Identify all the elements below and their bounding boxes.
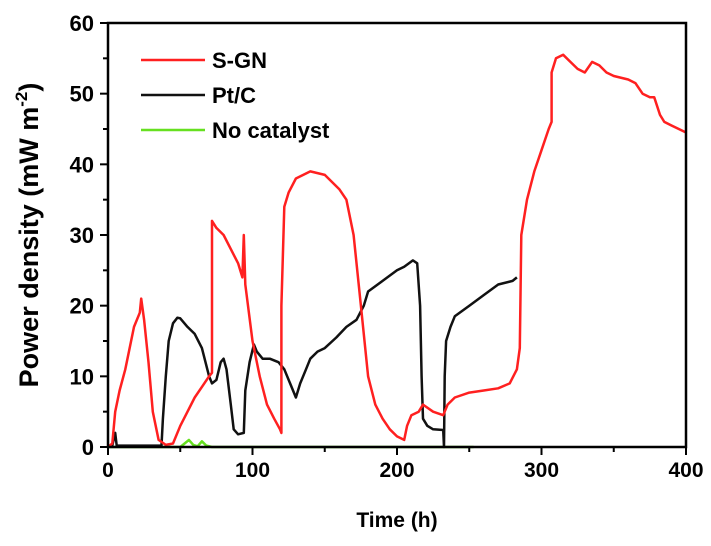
x-tick-label: 100	[235, 459, 270, 482]
plot-frame	[106, 21, 688, 449]
legend-label-no-catalyst: No catalyst	[212, 118, 330, 143]
y-tick-label: 0	[82, 435, 94, 460]
y-tick-label: 60	[70, 11, 94, 36]
y-axis-label-sup: -2	[12, 92, 31, 107]
x-tick-label: 400	[668, 459, 703, 482]
legend-label-pt-c: Pt/C	[212, 83, 256, 108]
y-axis-label: Power density (mW m-2)	[12, 83, 44, 388]
y-tick-label: 50	[70, 82, 94, 107]
axis-ticks: 0 100 200 300 400 0 10 20 30 40 50 60	[70, 11, 704, 482]
x-tick-label: 200	[379, 459, 414, 482]
y-axis-label-main: Power density (mW m	[14, 107, 44, 388]
legend-label-s-gn: S-GN	[212, 48, 267, 73]
y-tick-label: 40	[70, 152, 94, 177]
series-line-s-gn	[107, 53, 687, 448]
legend: S-GN Pt/C No catalyst	[141, 48, 330, 143]
series-layer	[107, 53, 687, 449]
y-axis-label-end: )	[14, 83, 44, 92]
y-tick-label: 20	[70, 294, 94, 319]
x-tick-label: 300	[524, 459, 559, 482]
x-tick-label: 0	[102, 459, 114, 482]
y-tick-label: 10	[70, 364, 94, 389]
x-axis-label: Time (h)	[356, 509, 437, 532]
series-line-pt-c	[107, 259, 518, 449]
y-tick-label: 30	[70, 223, 94, 248]
